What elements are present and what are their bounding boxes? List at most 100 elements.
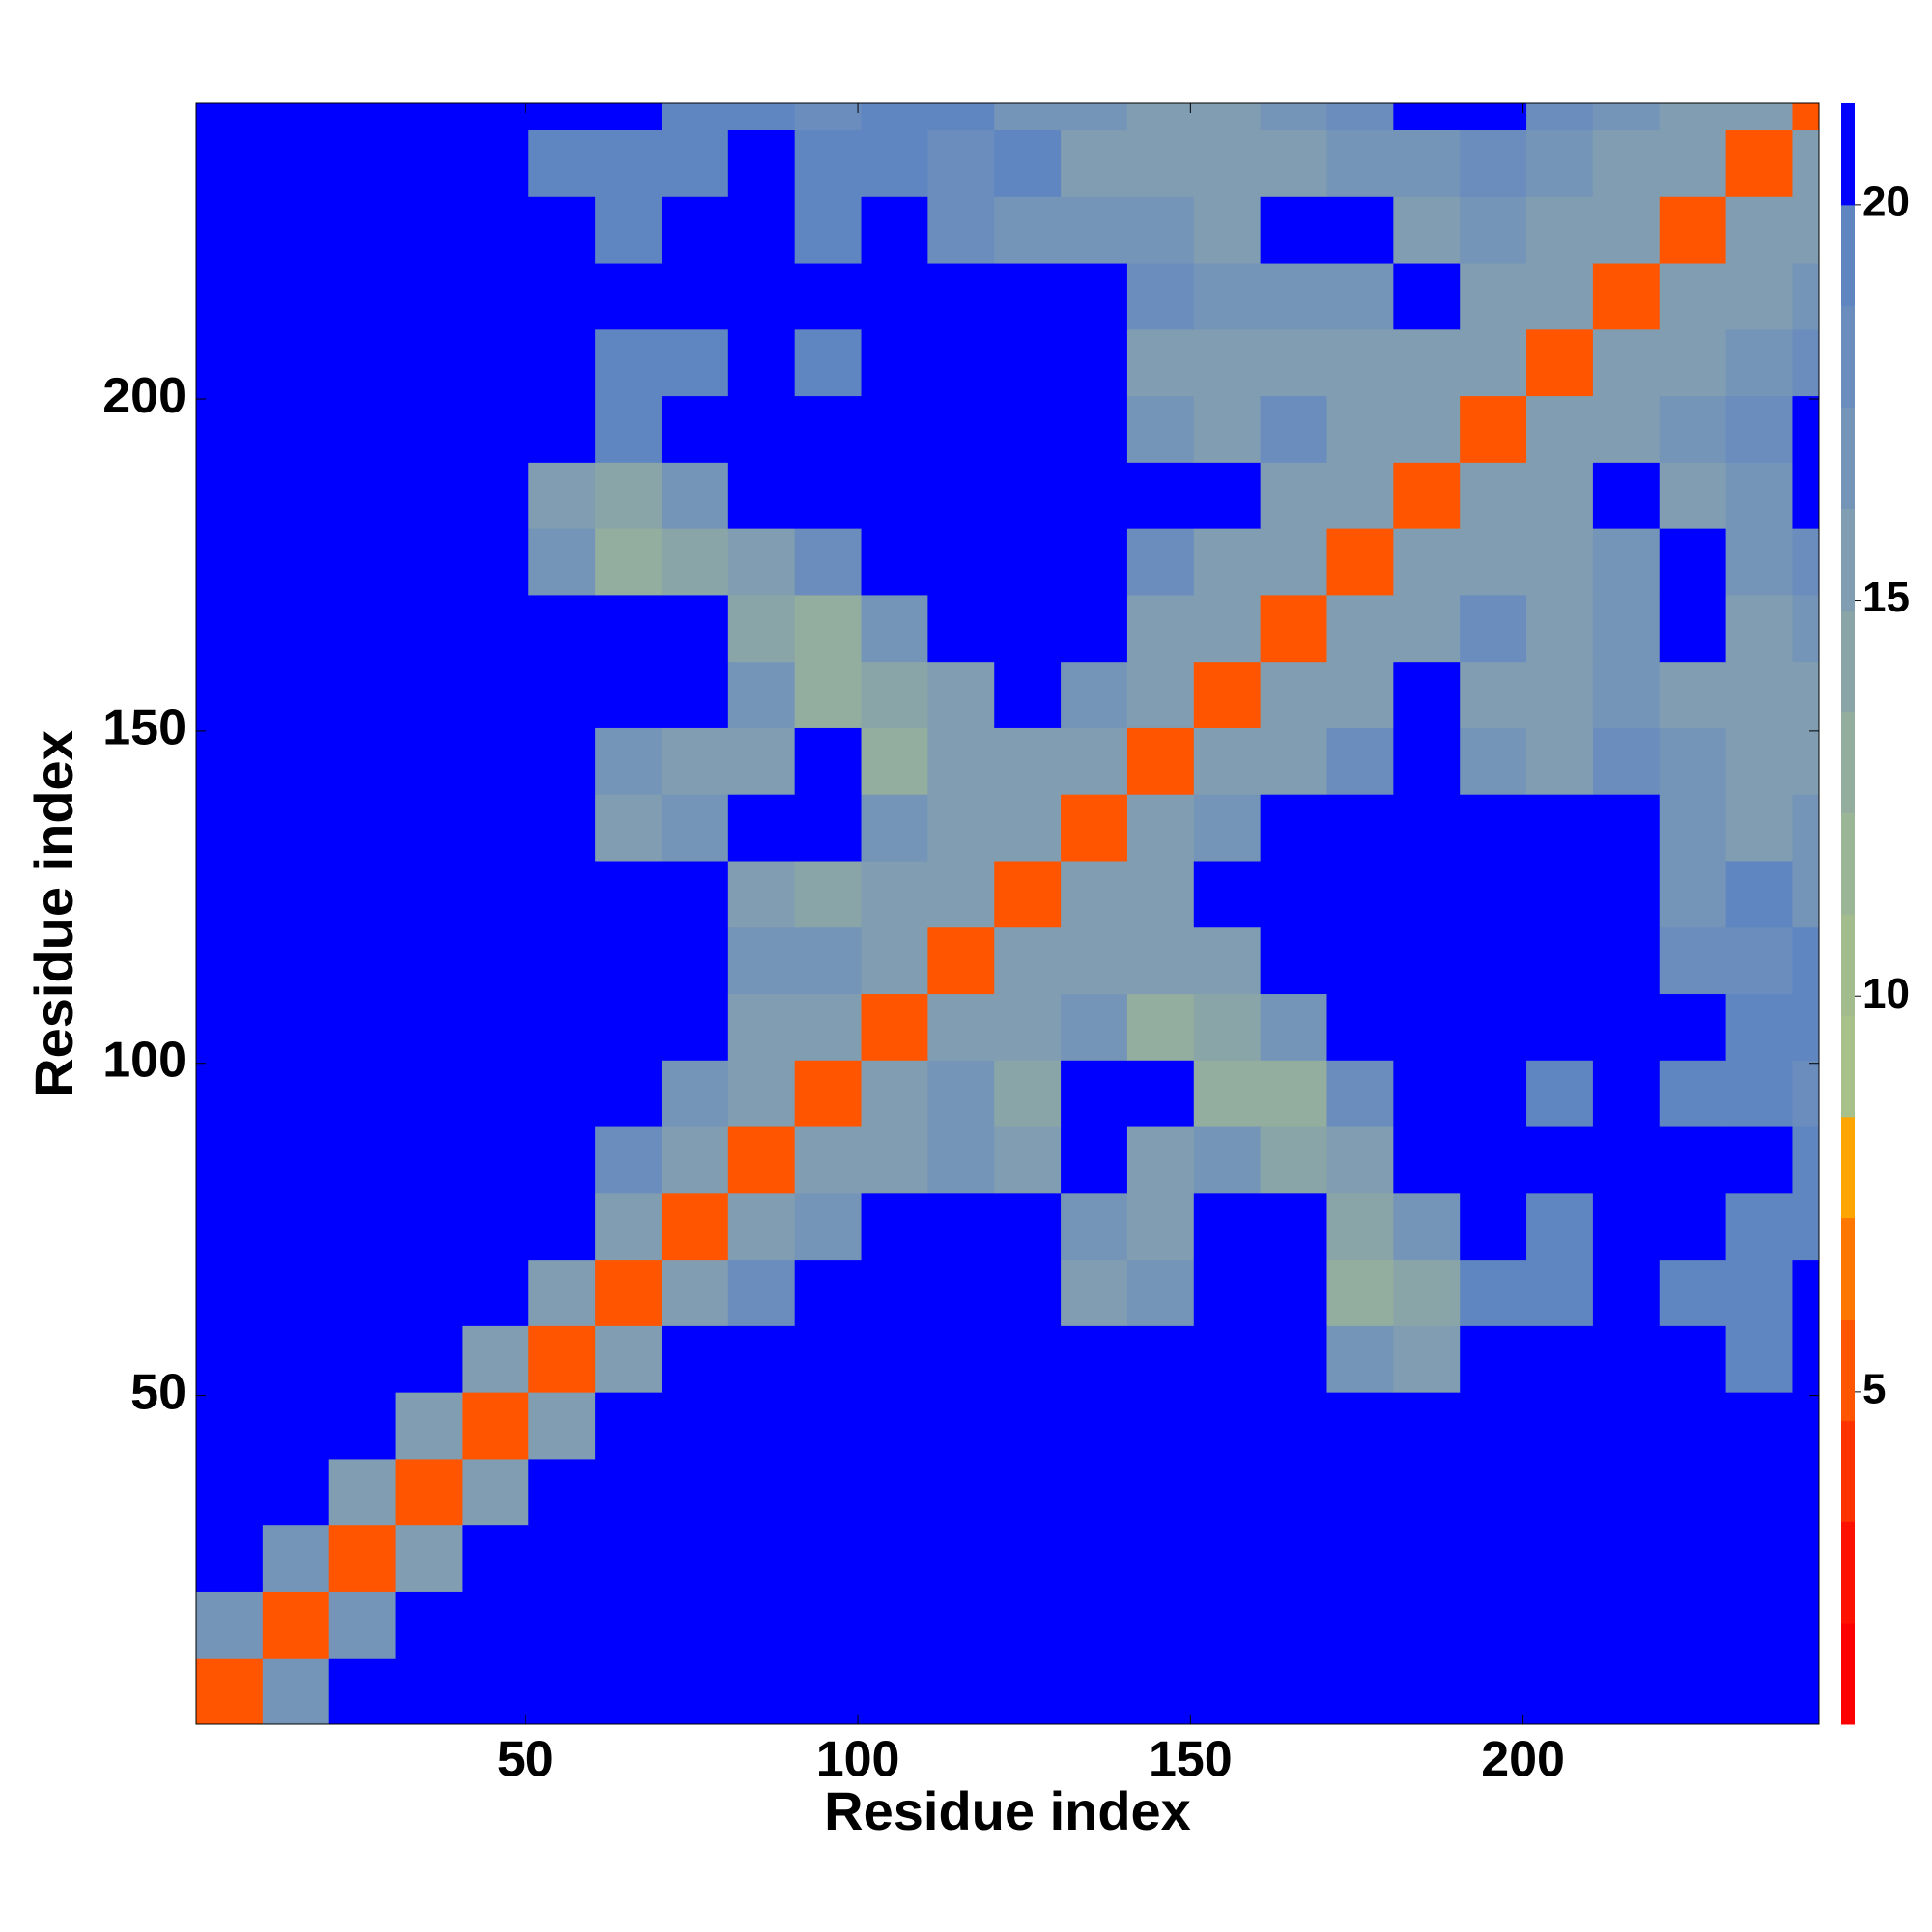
- heat-cell: [1460, 328, 1527, 397]
- heat-cell: [1460, 860, 1527, 928]
- heat-cell: [1061, 1392, 1128, 1460]
- heat-cell: [1725, 926, 1793, 995]
- heat-cell: [262, 794, 330, 862]
- heat-cell: [1126, 103, 1195, 131]
- heat-cell: [1126, 1392, 1195, 1460]
- colorbar-band: [1841, 407, 1855, 509]
- heat-cell: [1393, 528, 1461, 596]
- heat-cell: [262, 263, 330, 330]
- heat-cell: [395, 395, 463, 463]
- heat-cell: [1061, 1259, 1128, 1326]
- heat-cell: [595, 1591, 663, 1659]
- heat-cell: [1061, 926, 1128, 995]
- heat-cell: [1725, 1325, 1793, 1393]
- heat-cell: [1393, 594, 1461, 663]
- heat-cell: [196, 1126, 264, 1194]
- heat-cell: [727, 860, 796, 928]
- heat-cell: [1725, 528, 1793, 596]
- heat-cell: [1326, 263, 1394, 330]
- heat-cell: [661, 528, 729, 596]
- heat-cell: [927, 1060, 995, 1127]
- heat-cell: [1193, 594, 1262, 663]
- heat-cell: [661, 1458, 729, 1526]
- heat-cell: [1126, 1060, 1195, 1127]
- heat-cell: [927, 727, 995, 795]
- heat-cell: [794, 926, 863, 995]
- heat-cell: [994, 1325, 1062, 1393]
- heat-cell: [794, 395, 863, 463]
- heat-cell: [927, 1591, 995, 1659]
- heat-cell: [196, 129, 264, 197]
- heat-cell: [1126, 528, 1195, 596]
- heat-cell: [1126, 196, 1195, 264]
- heat-cell: [1526, 860, 1594, 928]
- heat-cell: [1659, 1126, 1727, 1194]
- heat-cell: [1260, 1126, 1327, 1194]
- colorbar-band: [1841, 1217, 1855, 1320]
- heat-cell: [1659, 528, 1727, 596]
- heat-cell: [528, 1325, 596, 1393]
- heat-cell: [1193, 1524, 1262, 1592]
- heat-cell: [727, 462, 796, 529]
- heat-cell: [1659, 1524, 1727, 1592]
- heat-cell: [1725, 395, 1793, 463]
- heat-cell: [1193, 263, 1262, 330]
- heat-cell: [1725, 1126, 1793, 1194]
- heat-cell: [1460, 794, 1527, 862]
- heat-cell: [528, 196, 596, 264]
- heat-cell: [794, 462, 863, 529]
- heat-cell: [1526, 103, 1594, 131]
- heat-cell: [727, 1192, 796, 1261]
- plot-frame: [195, 102, 1820, 1725]
- heat-cell: [1460, 1524, 1527, 1592]
- heat-cell: [1326, 993, 1394, 1061]
- heat-cell: [1326, 196, 1394, 264]
- heat-cell: [661, 860, 729, 928]
- heat-cell: [1126, 1192, 1195, 1261]
- heat-cell: [1460, 1591, 1527, 1659]
- heat-cell: [1592, 727, 1661, 795]
- heat-cell: [1792, 103, 1820, 131]
- heat-cell: [262, 328, 330, 397]
- heat-cell: [1260, 1060, 1327, 1127]
- heat-cell: [661, 196, 729, 264]
- heat-cell: [1592, 1259, 1661, 1326]
- heat-cell: [196, 263, 264, 330]
- heat-cell: [1393, 1591, 1461, 1659]
- heat-cell: [1193, 528, 1262, 596]
- heat-cell: [994, 926, 1062, 995]
- heat-cell: [927, 1325, 995, 1393]
- heat-cell: [794, 129, 863, 197]
- heat-cell: [1526, 528, 1594, 596]
- heat-cell: [262, 1524, 330, 1592]
- heat-cell: [1592, 1192, 1661, 1261]
- heat-cell: [1659, 727, 1727, 795]
- heat-cell: [262, 1658, 330, 1725]
- heat-cell: [1526, 1259, 1594, 1326]
- heat-cell: [661, 1658, 729, 1725]
- heat-cell: [927, 129, 995, 197]
- heat-cell: [1126, 1524, 1195, 1592]
- heat-cell: [528, 528, 596, 596]
- heat-cell: [1393, 395, 1461, 463]
- heat-cell: [1659, 1658, 1727, 1725]
- heat-cell: [1725, 103, 1793, 131]
- heat-cell: [1326, 794, 1394, 862]
- heat-cell: [1460, 1259, 1527, 1326]
- heat-cell: [328, 993, 397, 1061]
- heat-cell: [1193, 926, 1262, 995]
- heat-cell: [927, 196, 995, 264]
- colorbar-band: [1841, 508, 1855, 611]
- heat-cell: [1260, 1192, 1327, 1261]
- heat-cell: [1061, 129, 1128, 197]
- heat-cell: [528, 1192, 596, 1261]
- heat-cell: [661, 1524, 729, 1592]
- heat-cell: [1061, 462, 1128, 529]
- heat-cell: [1393, 103, 1461, 131]
- heat-cell: [994, 1192, 1062, 1261]
- heat-cell: [927, 528, 995, 596]
- heat-cell: [1592, 993, 1661, 1061]
- heat-cell: [1460, 594, 1527, 663]
- heat-cell: [1260, 129, 1327, 197]
- heat-cell: [1326, 1524, 1394, 1592]
